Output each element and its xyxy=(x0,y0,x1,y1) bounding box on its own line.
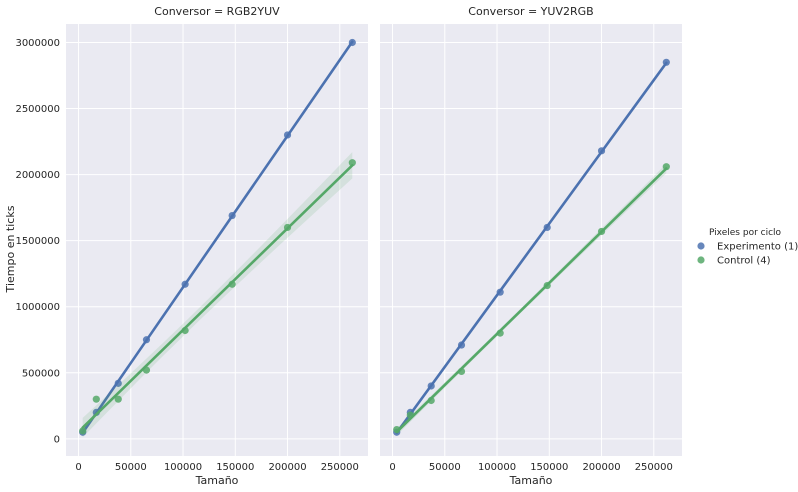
panel-background xyxy=(380,24,682,456)
legend-label: Control (4) xyxy=(717,256,771,267)
data-point xyxy=(142,366,151,374)
data-point xyxy=(79,427,87,435)
regression-line xyxy=(81,40,354,435)
data-point xyxy=(427,382,435,390)
y-axis-label: Tiempo en ticks xyxy=(4,205,17,293)
data-point xyxy=(496,288,504,296)
legend-marker xyxy=(697,242,705,250)
data-point xyxy=(662,163,670,171)
x-tick-label: 250000 xyxy=(321,462,359,473)
data-point xyxy=(597,147,606,155)
data-point xyxy=(496,329,504,337)
data-point xyxy=(427,396,435,405)
legend-label: Experimento (1) xyxy=(717,242,798,253)
data-point xyxy=(597,227,606,236)
y-tick-label: 2500000 xyxy=(15,104,60,115)
y-tick-label: 0 xyxy=(54,434,60,445)
data-point xyxy=(348,38,356,47)
y-tick-label: 1000000 xyxy=(15,302,60,313)
y-tick-label: 3000000 xyxy=(15,38,60,49)
x-tick-label: 0 xyxy=(389,462,395,473)
legend-marker xyxy=(697,256,705,264)
data-point xyxy=(348,159,356,167)
x-tick-label: 150000 xyxy=(216,462,254,473)
facet-title: Conversor = YUV2RGB xyxy=(468,5,593,18)
data-point xyxy=(283,131,292,139)
x-tick-label: 50000 xyxy=(115,462,147,473)
y-tick-label: 2000000 xyxy=(15,170,60,181)
x-tick-label: 100000 xyxy=(164,462,202,473)
data-point xyxy=(283,223,292,232)
regression-line xyxy=(395,167,668,434)
data-point xyxy=(181,280,189,288)
x-axis-label: Tamaño xyxy=(509,474,553,487)
data-point xyxy=(114,395,122,403)
data-point xyxy=(393,425,401,434)
regression-line xyxy=(395,61,668,435)
x-axis-label: Tamaño xyxy=(195,474,239,487)
x-tick-label: 200000 xyxy=(268,462,306,473)
data-point xyxy=(662,58,670,66)
legend-title: Pixeles por ciclo xyxy=(709,228,782,238)
data-point xyxy=(543,223,551,232)
data-point xyxy=(457,341,466,349)
panel-yuv2rgb: 0 50000 100000 150000 200000 250000 Conversor … xyxy=(380,5,682,487)
x-tick-label: 0 xyxy=(75,462,81,473)
data-point xyxy=(228,280,236,288)
data-point xyxy=(142,336,151,344)
x-tick-label: 150000 xyxy=(530,462,568,473)
x-tick-label: 200000 xyxy=(582,462,620,473)
data-point xyxy=(114,379,122,387)
legend: Pixeles por ciclo Experimento (1) Control … xyxy=(697,228,798,267)
data-point xyxy=(543,281,551,290)
data-point xyxy=(457,367,466,376)
x-tick-label: 50000 xyxy=(429,462,461,473)
y-tick-label: 1500000 xyxy=(15,236,60,247)
x-tick-label: 250000 xyxy=(635,462,673,473)
data-point xyxy=(406,411,414,419)
y-tick-label: 500000 xyxy=(22,368,60,379)
data-point xyxy=(92,395,100,403)
regression-line xyxy=(81,163,354,429)
panel-rgb2yuv: 0 50000 100000 150000 200000 2500000500000100… xyxy=(15,5,368,487)
data-point xyxy=(181,326,189,335)
data-point xyxy=(228,211,236,220)
x-tick-label: 100000 xyxy=(478,462,516,473)
facet-title: Conversor = RGB2YUV xyxy=(154,5,280,18)
